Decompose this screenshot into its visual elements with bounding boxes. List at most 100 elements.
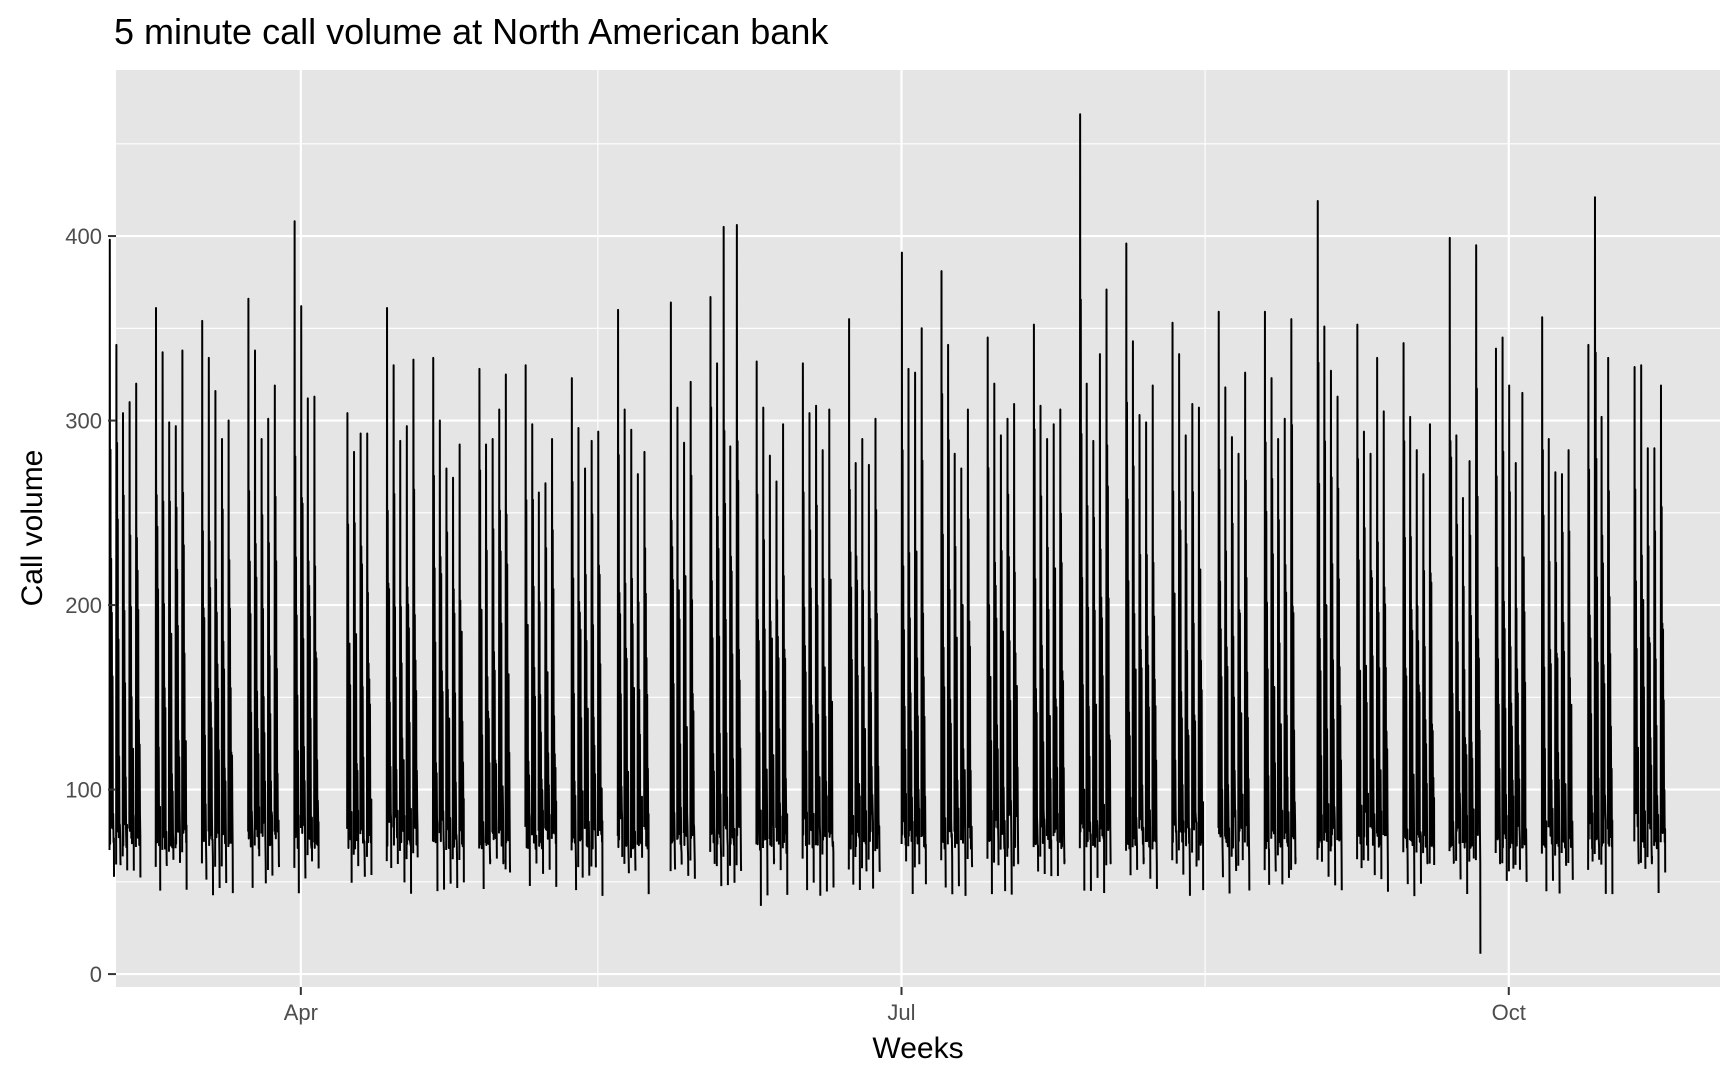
series-line-day (596, 430, 604, 896)
series-line-day (1461, 497, 1469, 894)
series-line-day (1639, 364, 1647, 869)
series-line-day (346, 412, 353, 883)
series-line-day (689, 380, 696, 879)
series-line-day (1521, 391, 1528, 882)
series-line-day (1191, 402, 1198, 867)
series-line-day (946, 343, 954, 895)
series-line-day (1052, 423, 1059, 876)
series-line-day (260, 438, 267, 884)
series-line-day (715, 362, 723, 887)
series-line-day (1085, 382, 1092, 891)
series-line-day (960, 467, 967, 896)
series-line-day (1039, 404, 1046, 874)
series-line-day (1382, 410, 1389, 892)
series-line-day (1567, 449, 1574, 880)
series-line-day (999, 434, 1007, 892)
series-line-day (1217, 310, 1224, 878)
series-line-day (1045, 438, 1053, 877)
series-line-day (174, 425, 182, 863)
series-line-day (220, 438, 228, 883)
series-line-day (214, 390, 221, 889)
series-line-day (1105, 288, 1112, 866)
series-line-day (1606, 356, 1614, 895)
series-line-day (1547, 438, 1554, 881)
x-axis-title: Weeks (872, 1032, 963, 1065)
series-line-day (874, 417, 881, 872)
series-line-day (1224, 386, 1231, 894)
series-line-day (1177, 353, 1185, 875)
y-tick-label: 100 (65, 778, 102, 803)
series-line-day (630, 428, 637, 871)
series-line-day (1540, 316, 1548, 892)
series-line-day (1455, 434, 1462, 880)
series-line-day (1230, 436, 1238, 871)
series-line-day (266, 417, 274, 876)
series-line-day (359, 432, 366, 877)
series-line-day (1428, 423, 1436, 865)
series-line-day (1653, 447, 1660, 894)
series-line-day (709, 295, 716, 864)
series-line-day (1514, 462, 1521, 870)
series-line-day (352, 450, 360, 867)
series-line-day (167, 421, 175, 860)
series-line-day (847, 318, 855, 885)
series-line-day (1560, 473, 1568, 866)
series-line-day (1593, 196, 1601, 860)
series-line-day (1059, 408, 1066, 865)
series-line-day (1243, 371, 1251, 891)
series-line-day (735, 223, 743, 871)
series-line-day (583, 467, 591, 876)
series-layer (108, 113, 1667, 954)
series-line-day (438, 419, 446, 890)
series-line-day (398, 439, 406, 883)
series-line-day (1448, 236, 1455, 865)
series-line-day (913, 371, 921, 868)
series-line-day (808, 412, 815, 883)
series-line-day (801, 362, 809, 891)
series-line-day (861, 438, 868, 872)
series-line-day (920, 327, 927, 885)
y-tick-label: 200 (65, 593, 102, 618)
series-line-day (682, 441, 690, 876)
series-line-day (940, 270, 947, 888)
series-line-day (590, 439, 597, 868)
series-line-day (616, 308, 624, 857)
series-line-day (1032, 323, 1040, 872)
series-line-day (729, 445, 736, 883)
series-line-day (293, 220, 300, 894)
series-line-day (1468, 460, 1475, 862)
series-line-day (1151, 384, 1158, 889)
series-line-day (121, 412, 129, 871)
series-line-day (1197, 406, 1205, 891)
series-line-day (1138, 414, 1145, 865)
series-line-day (821, 449, 828, 892)
series-line-day (134, 382, 142, 878)
series-line-day (900, 251, 908, 862)
series-line-day (550, 438, 558, 887)
series-line-day (504, 373, 512, 873)
series-line-day (775, 480, 782, 871)
series-line-day (1290, 318, 1297, 870)
series-line-day (1659, 384, 1667, 873)
series-line-day (108, 238, 116, 877)
series-line-day (154, 307, 162, 891)
series-line-day (570, 377, 578, 891)
y-tick-label: 300 (65, 409, 102, 434)
series-line-day (431, 356, 439, 892)
series-line-day (385, 307, 393, 868)
series-line-day (161, 351, 168, 866)
series-line-day (1501, 336, 1508, 881)
series-line-day (537, 491, 545, 874)
series-line-day (458, 443, 465, 883)
series-line-day (1415, 449, 1422, 884)
series-line-day (1375, 356, 1383, 880)
series-line-day (207, 356, 215, 896)
series-line-day (966, 408, 974, 868)
y-axis-title: Call volume (16, 450, 49, 607)
series-line-day (1125, 242, 1132, 876)
series-line-day (828, 408, 835, 888)
series-line-day (1369, 452, 1376, 876)
series-line-day (524, 364, 531, 887)
series-line-day (1587, 343, 1594, 870)
